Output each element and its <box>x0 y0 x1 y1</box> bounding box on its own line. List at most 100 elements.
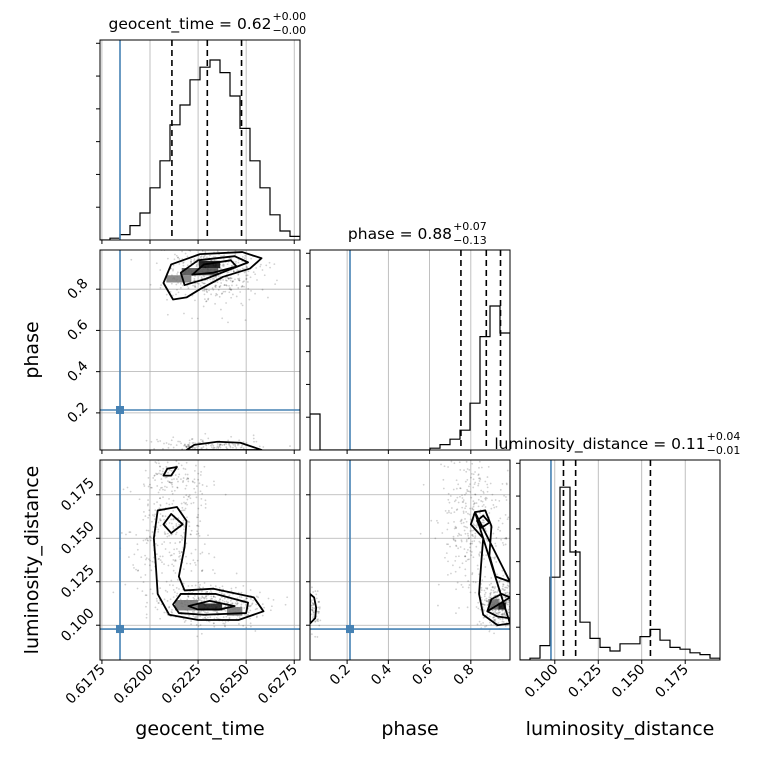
sample-point <box>484 604 486 606</box>
sample-point <box>469 591 472 594</box>
sample-point <box>228 594 231 597</box>
sample-point <box>199 599 202 602</box>
sample-point <box>205 485 208 488</box>
sample-point <box>156 473 158 476</box>
sample-point <box>471 573 474 576</box>
sample-point <box>191 584 193 587</box>
sample-point <box>450 512 452 515</box>
sample-point <box>207 534 209 537</box>
sample-point <box>202 440 205 443</box>
sample-point <box>461 506 464 509</box>
axes-frame <box>99 249 301 451</box>
sample-point <box>488 512 491 514</box>
sample-point <box>220 282 223 284</box>
sample-point <box>163 453 165 455</box>
injection-marker <box>346 625 354 634</box>
sample-point <box>472 529 475 532</box>
sample-point <box>223 284 226 286</box>
sample-point <box>477 474 480 477</box>
sample-point <box>199 583 201 586</box>
sample-point <box>318 610 321 613</box>
sample-point <box>443 465 446 468</box>
sample-point <box>126 486 129 489</box>
sample-point <box>263 606 266 609</box>
sample-point <box>128 556 130 558</box>
sample-point <box>249 625 252 628</box>
sample-point <box>261 614 264 617</box>
sample-point <box>513 578 515 580</box>
sample-point <box>185 461 188 464</box>
sample-point <box>459 520 462 523</box>
sample-point <box>311 608 314 611</box>
sample-point <box>164 548 167 550</box>
sample-point <box>175 254 178 257</box>
sample-point <box>207 437 210 440</box>
sample-point <box>194 299 196 302</box>
sample-point <box>477 505 480 508</box>
sample-point <box>455 527 457 530</box>
sample-point <box>200 255 203 258</box>
sample-point <box>518 599 520 601</box>
sample-point <box>170 554 173 557</box>
sample-point <box>497 519 500 522</box>
sample-point <box>144 538 147 541</box>
sample-point <box>174 253 176 256</box>
sample-point <box>465 560 467 563</box>
sample-point <box>245 277 248 280</box>
sample-point <box>191 480 194 483</box>
sample-point <box>305 618 307 620</box>
sample-point <box>486 600 488 602</box>
sample-point <box>241 255 244 258</box>
sample-point <box>472 473 475 476</box>
sample-point <box>200 504 203 507</box>
sample-point <box>469 483 471 485</box>
sample-point <box>204 288 206 291</box>
sample-point <box>178 588 180 590</box>
sample-point <box>219 443 222 446</box>
sample-point <box>149 283 152 286</box>
sample-point <box>241 284 244 287</box>
sample-point <box>175 283 178 286</box>
sample-point <box>504 624 507 627</box>
sample-point <box>210 591 213 594</box>
sample-point <box>189 497 192 500</box>
sample-point <box>255 595 258 598</box>
sample-point <box>455 545 458 548</box>
sample-point <box>201 551 204 554</box>
sample-point <box>210 293 212 296</box>
sample-point <box>488 596 491 598</box>
sample-point <box>204 244 206 246</box>
sample-point <box>185 478 188 481</box>
sample-point <box>178 258 181 260</box>
sample-point <box>162 453 164 455</box>
sample-point <box>454 559 457 562</box>
sample-point <box>225 284 228 286</box>
sample-point <box>460 540 463 543</box>
sample-point <box>492 504 495 506</box>
sample-point <box>190 258 193 261</box>
sample-point <box>242 447 245 450</box>
sample-point <box>196 524 199 527</box>
sample-point <box>505 482 508 485</box>
sample-point <box>156 553 158 555</box>
sample-point <box>515 591 517 593</box>
sample-point <box>156 438 158 441</box>
sample-point <box>505 496 507 498</box>
sample-point <box>223 444 226 446</box>
sample-point <box>137 569 140 572</box>
sample-point <box>182 519 185 522</box>
sample-point <box>504 596 507 599</box>
sample-point <box>187 611 189 614</box>
sample-point <box>469 490 472 493</box>
sample-point <box>473 483 476 486</box>
sample-point <box>186 255 189 258</box>
sample-point <box>201 569 204 572</box>
sample-point <box>154 479 156 482</box>
sample-point <box>212 622 215 625</box>
sample-point <box>486 614 489 616</box>
sample-point <box>480 623 482 625</box>
sample-point <box>136 548 139 551</box>
sample-point <box>231 284 233 287</box>
sample-point <box>189 590 192 593</box>
sample-point <box>187 445 190 448</box>
